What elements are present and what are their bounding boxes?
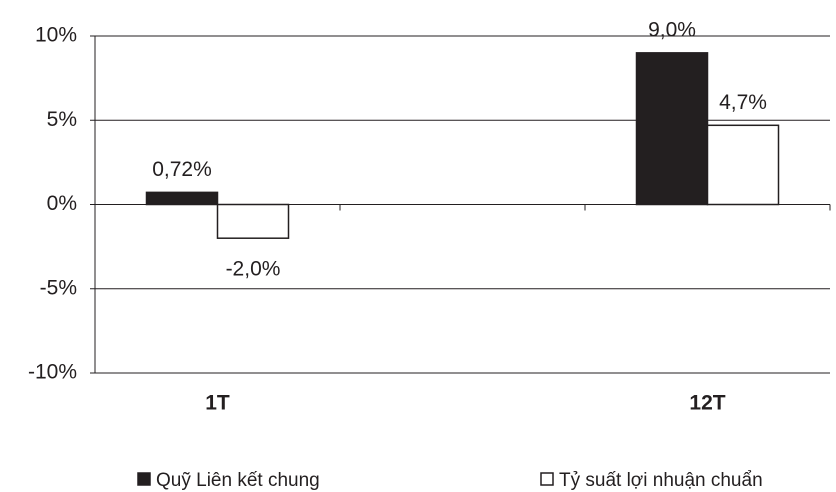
- x-tick-label: 1T: [205, 392, 230, 415]
- legend-swatch: [137, 472, 151, 486]
- data-label: -2,0%: [226, 258, 281, 281]
- bar: [145, 191, 219, 206]
- y-tick-label: 5%: [47, 108, 77, 131]
- data-label: 9,0%: [648, 18, 696, 41]
- legend-swatch: [540, 472, 554, 486]
- y-tick-label: 0%: [47, 192, 77, 215]
- y-tick-label: -5%: [40, 276, 77, 299]
- bar: [635, 52, 709, 206]
- legend-label: Quỹ Liên kết chung: [156, 470, 320, 491]
- data-label: 0,72%: [152, 158, 212, 181]
- x-tick-label: 12T: [689, 392, 725, 415]
- data-label: 4,7%: [719, 91, 767, 114]
- bar: [706, 124, 780, 206]
- y-tick-label: 10%: [35, 24, 77, 47]
- legend-label: Tỷ suất lợi nhuận chuẩn: [559, 470, 763, 491]
- bar: [216, 203, 290, 239]
- y-tick-label: -10%: [28, 361, 77, 384]
